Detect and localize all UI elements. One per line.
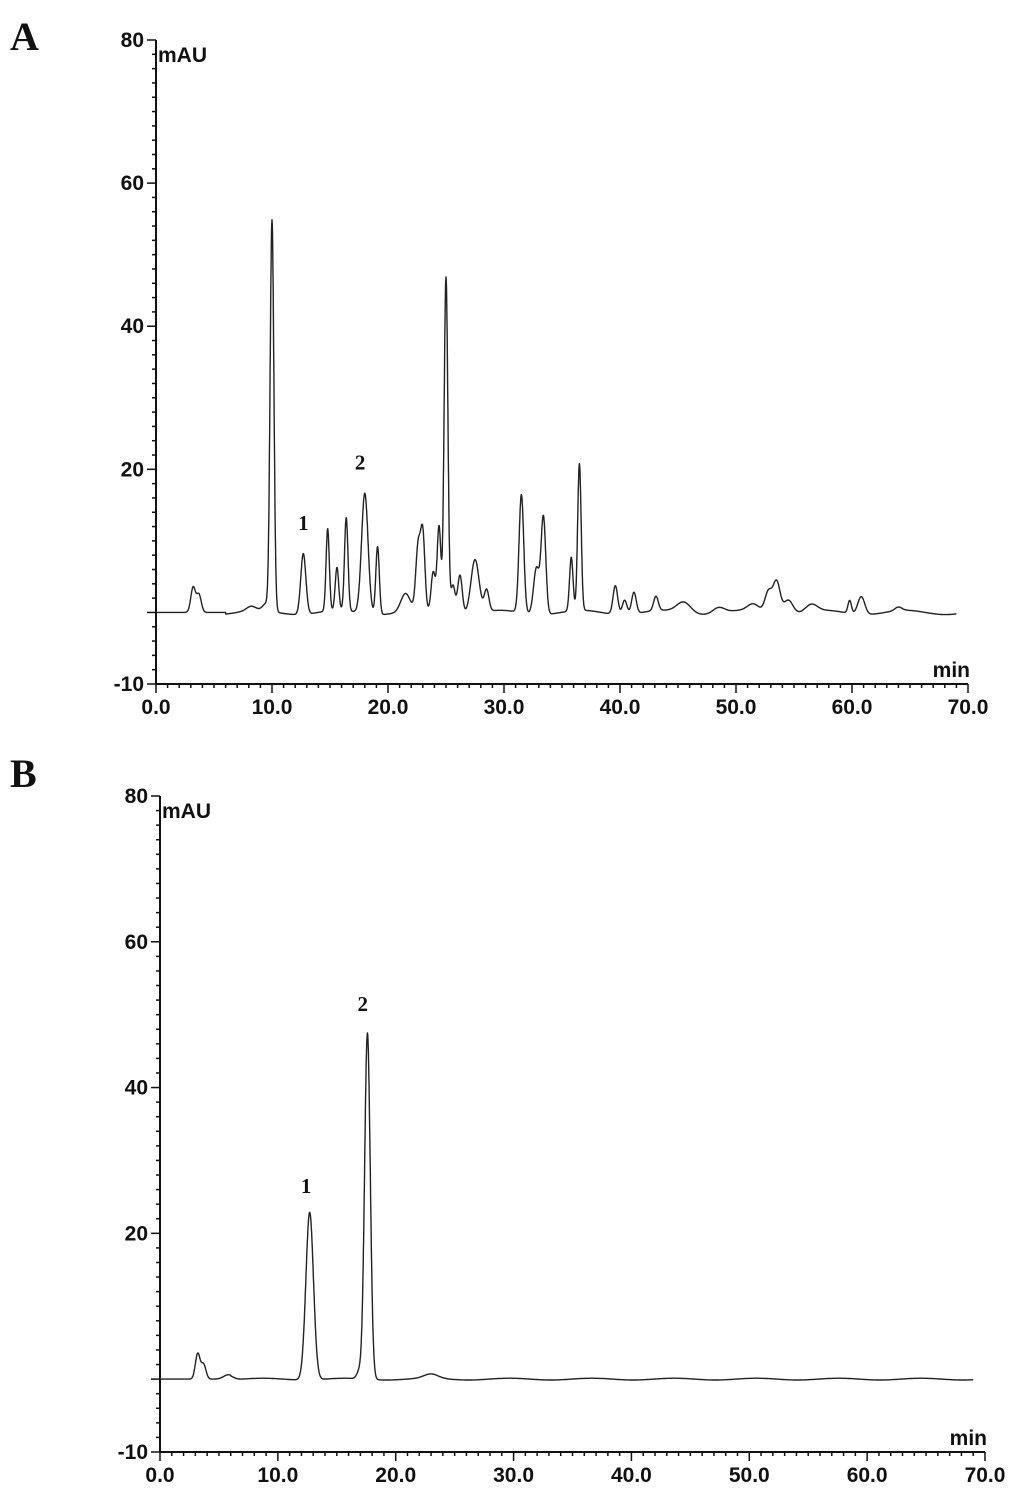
- x-tick-label: 30.0: [493, 1464, 534, 1487]
- x-tick-label: 50.0: [729, 1464, 770, 1487]
- x-tick-label: 10.0: [252, 696, 293, 719]
- panel-letter: A: [10, 14, 39, 59]
- chart-panel-b: B 80 60 40 20 -100.0 10.0 20.0 30.0 40.0 50.0 60.0 7…: [10, 751, 1005, 1487]
- chromatogram-trace: [159, 1032, 974, 1381]
- peak-label-2: 2: [357, 992, 368, 1016]
- y-tick-label: 20: [125, 1222, 148, 1245]
- y-tick-label: 20: [121, 458, 144, 481]
- x-tick-label: 60.0: [847, 1464, 888, 1487]
- x-tick-label: 60.0: [832, 696, 873, 719]
- y-tick-label: 40: [125, 1077, 148, 1100]
- x-axis-unit-label: min: [933, 659, 970, 682]
- x-tick-label: 70.0: [948, 696, 989, 719]
- x-tick-label: 30.0: [484, 696, 525, 719]
- y-tick-label: -10: [118, 1441, 148, 1464]
- x-tick-label: 40.0: [611, 1464, 652, 1487]
- panel-letter: B: [10, 751, 37, 796]
- x-tick-label: 20.0: [375, 1464, 416, 1487]
- x-tick-label: 40.0: [600, 696, 641, 719]
- y-tick-label: 60: [125, 931, 148, 954]
- y-axis-unit-label: mAU: [158, 44, 207, 67]
- x-tick-label: 10.0: [257, 1464, 298, 1487]
- x-tick-label: 0.0: [141, 696, 170, 719]
- y-tick-label: -10: [114, 673, 144, 696]
- x-tick-label: 20.0: [368, 696, 409, 719]
- y-tick-label: 60: [121, 172, 144, 195]
- chromatogram-trace: [155, 219, 957, 616]
- x-tick-label: 0.0: [145, 1464, 174, 1487]
- x-tick-label: 70.0: [965, 1464, 1006, 1487]
- y-tick-label: 80: [125, 785, 148, 808]
- y-tick-label: 40: [121, 315, 144, 338]
- peak-label-1: 1: [298, 511, 309, 535]
- x-tick-label: 50.0: [716, 696, 757, 719]
- chart-panel-a: A 80 60 40 20 -100.0 10.0 20.0 30.0 40.0 50.0 60.0 7…: [10, 14, 988, 719]
- y-axis-unit-label: mAU: [162, 800, 211, 823]
- peak-label-2: 2: [355, 450, 366, 474]
- peak-label-1: 1: [301, 1174, 312, 1198]
- y-tick-label: 80: [121, 29, 144, 52]
- x-axis-unit-label: min: [950, 1427, 987, 1450]
